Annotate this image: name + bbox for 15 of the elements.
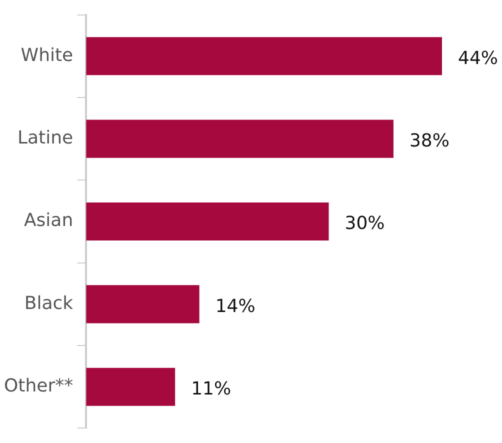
y-tick-label: Asian (24, 210, 74, 232)
data-label: 14% (215, 296, 256, 317)
y-tick-label: Black (24, 292, 74, 314)
bar (86, 368, 176, 406)
data-label: 30% (344, 213, 385, 234)
bar (86, 202, 329, 241)
bar (86, 37, 442, 76)
y-tick-label: Latine (18, 127, 74, 148)
data-label: 38% (409, 130, 450, 152)
y-tick-label: Other** (4, 376, 74, 397)
bar (86, 120, 394, 158)
bar (86, 285, 200, 324)
data-label: 11% (191, 378, 232, 400)
y-tick-label: White (20, 44, 74, 66)
data-label: 44% (458, 48, 498, 69)
